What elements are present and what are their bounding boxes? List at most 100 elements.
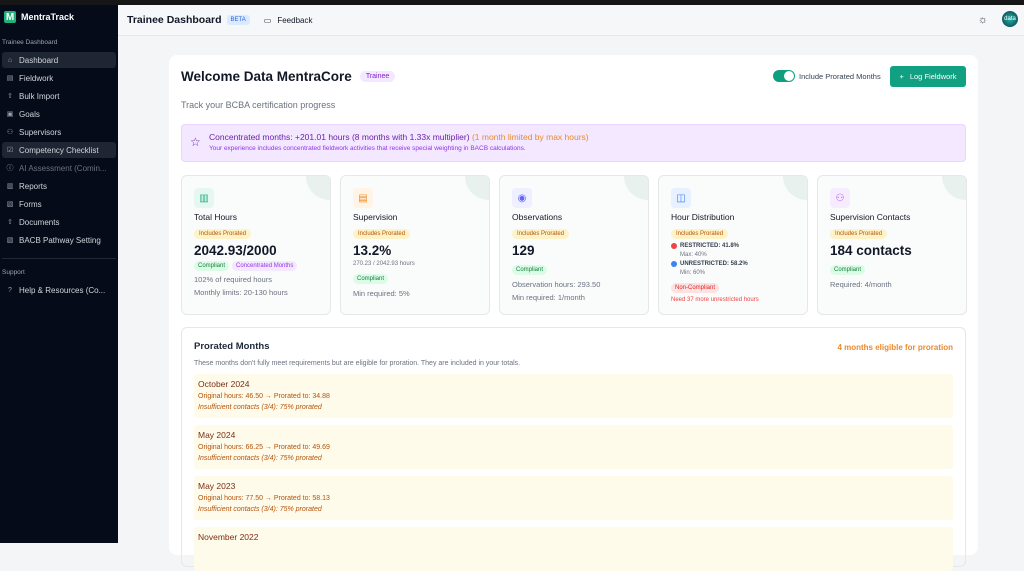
month-name: October 2024 [198,379,250,389]
upload-icon: ⇧ [7,219,13,226]
month-name: May 2023 [198,481,236,491]
prorated-month-item: October 2024 Original hours: 46.50 → Pror… [194,374,953,418]
unrestricted-dot [671,261,677,267]
unrestricted-value: UNRESTRICTED: 58.2% [680,261,748,267]
role-badge: Trainee [359,71,396,82]
users-icon: ⚇ [6,129,14,136]
checklist-icon: ☑ [6,147,14,154]
goal-icon: ▣ [6,111,14,118]
banner-limited: (1 month limited by max hours) [471,132,589,142]
card-title: Supervision Contacts [830,212,911,222]
clipboard-icon: ▤ [353,188,373,208]
card-title: Total Hours [194,212,237,222]
sidebar-section-label: Support [2,269,25,276]
sidebar-item-ai-assessment[interactable]: ⓘ AI Assessment (Comin... [2,160,116,176]
prorated-badge: Includes Prorated [353,229,411,239]
sidebar-item-label: AI Assessment (Comin... [19,163,107,173]
include-prorated-toggle[interactable] [773,70,795,82]
sidebar-item-goals[interactable]: ▣ Goals [2,106,116,122]
log-fieldwork-button[interactable]: + Log Fieldwork [890,66,966,87]
supervision-contacts-card: ⚇ Supervision Contacts Includes Prorated… [817,175,967,315]
prorated-months-section: Prorated Months 4 months eligible for pr… [181,327,966,571]
dashboard-panel: Welcome Data MentraCore Trainee Track you… [169,55,978,571]
eye-icon: ◉ [512,188,532,208]
users-icon: ⚇ [830,188,850,208]
sidebar-item-reports[interactable]: ▥ Reports [2,178,116,194]
concentrated-banner: ☆ Concentrated months: +201.01 hours (8 … [181,124,966,162]
card-title: Observations [512,212,563,222]
status-badge: Non-Compliant [671,283,720,293]
section-title: Prorated Months [194,341,270,352]
status-badge: Compliant [512,265,548,275]
prorated-toggle-group: Include Prorated Months [773,70,881,82]
info-icon: ⓘ [6,165,14,172]
card-title: Supervision [353,212,398,222]
month-note: Insufficient contacts (3/4): 75% prorate… [198,404,322,411]
sidebar-item-label: Help & Resources (Co... [19,285,106,295]
feedback-button[interactable]: ▭ Feedback [264,16,313,25]
sidebar-item-label: Goals [19,109,40,119]
sidebar-item-supervisors[interactable]: ⚇ Supervisors [2,124,116,140]
card-detail: Required: 4/month [830,280,892,289]
sidebar-item-bulk-import[interactable]: ⇧ Bulk Import [2,88,116,104]
month-name: November 2022 [198,532,259,542]
log-fieldwork-label: Log Fieldwork [909,72,957,81]
sidebar-item-bacb-pathway[interactable]: ▧ BACB Pathway Setting [2,232,116,248]
file-icon: ▧ [6,201,14,208]
clipboard-icon: ▤ [6,75,14,82]
card-value: 2042.93/2000 [194,243,277,258]
prorated-badge: Includes Prorated [194,229,252,239]
banner-main-text: Concentrated months: +201.01 hours (8 mo… [209,132,965,142]
status-badge: Compliant [194,261,230,271]
sidebar-item-label: BACB Pathway Setting [19,235,101,245]
message-icon: ▭ [263,15,272,25]
chart-icon: ▥ [6,183,14,190]
month-hours: Original hours: 77.50 → Prorated to: 58.… [198,495,330,502]
window-top-bar [0,0,1024,5]
sidebar-item-forms[interactable]: ▧ Forms [2,196,116,212]
home-icon: ⌂ [7,56,13,64]
eligible-count: 4 months eligible for proration [837,343,953,352]
banner-sub: Your experience includes concentrated fi… [209,145,526,152]
sidebar-item-competency-checklist[interactable]: ☑ Competency Checklist [2,142,116,158]
columns-icon: ◫ [671,188,691,208]
prorated-month-item: November 2022 [194,527,953,571]
sidebar-item-dashboard[interactable]: ⌂ Dashboard [2,52,116,68]
star-icon: ☆ [190,135,201,149]
restricted-value: RESTRICTED: 41.8% [680,243,740,249]
status-badge: Compliant [830,265,866,275]
card-detail: Observation hours: 293.50 [512,280,601,289]
card-detail: 102% of required hours [194,275,272,284]
sidebar-item-label: Bulk Import [19,91,60,101]
month-hours: Original hours: 46.50 → Prorated to: 34.… [198,393,330,400]
restricted-dot [671,243,677,249]
sidebar-item-help[interactable]: ? Help & Resources (Co... [2,282,116,298]
sidebar-item-documents[interactable]: ⇧ Documents [2,214,116,230]
observations-card: ◉ Observations Includes Prorated 129 Com… [499,175,649,315]
sidebar-divider [2,258,116,259]
prorated-badge: Includes Prorated [512,229,570,239]
sidebar-item-label: Dashboard [19,55,59,65]
logo[interactable]: M MentraTrack [0,5,118,29]
welcome-title: Welcome Data MentraCore [181,69,352,84]
bar-chart-icon: ▥ [194,188,214,208]
card-value: 184 contacts [830,243,912,258]
theme-toggle-sun-icon[interactable]: ☼ [977,14,988,26]
month-name: May 2024 [198,430,236,440]
card-detail: 270.23 / 2042.93 hours [353,261,415,267]
sidebar: M MentraTrack Trainee Dashboard ⌂ Dashboar… [0,5,118,543]
prorated-month-item: May 2024 Original hours: 66.25 → Prorated… [194,425,953,469]
sidebar-item-label: Documents [19,217,60,227]
prorated-badge: Includes Prorated [830,229,888,239]
logo-mark: M [4,11,16,23]
avatar[interactable]: data [1002,11,1018,27]
sidebar-item-label: Fieldwork [19,73,54,83]
toggle-label: Include Prorated Months [799,71,881,81]
sidebar-item-label: Forms [19,199,42,209]
card-detail: Monthly limits: 20-130 hours [194,288,288,297]
sidebar-item-fieldwork[interactable]: ▤ Fieldwork [2,70,116,86]
month-hours: Original hours: 66.25 → Prorated to: 49.… [198,444,330,451]
supervision-card: ▤ Supervision Includes Prorated 13.2% 27… [340,175,490,315]
need-text: Need 37 more unrestricted hours [671,297,759,303]
sidebar-item-label: Supervisors [19,127,62,137]
